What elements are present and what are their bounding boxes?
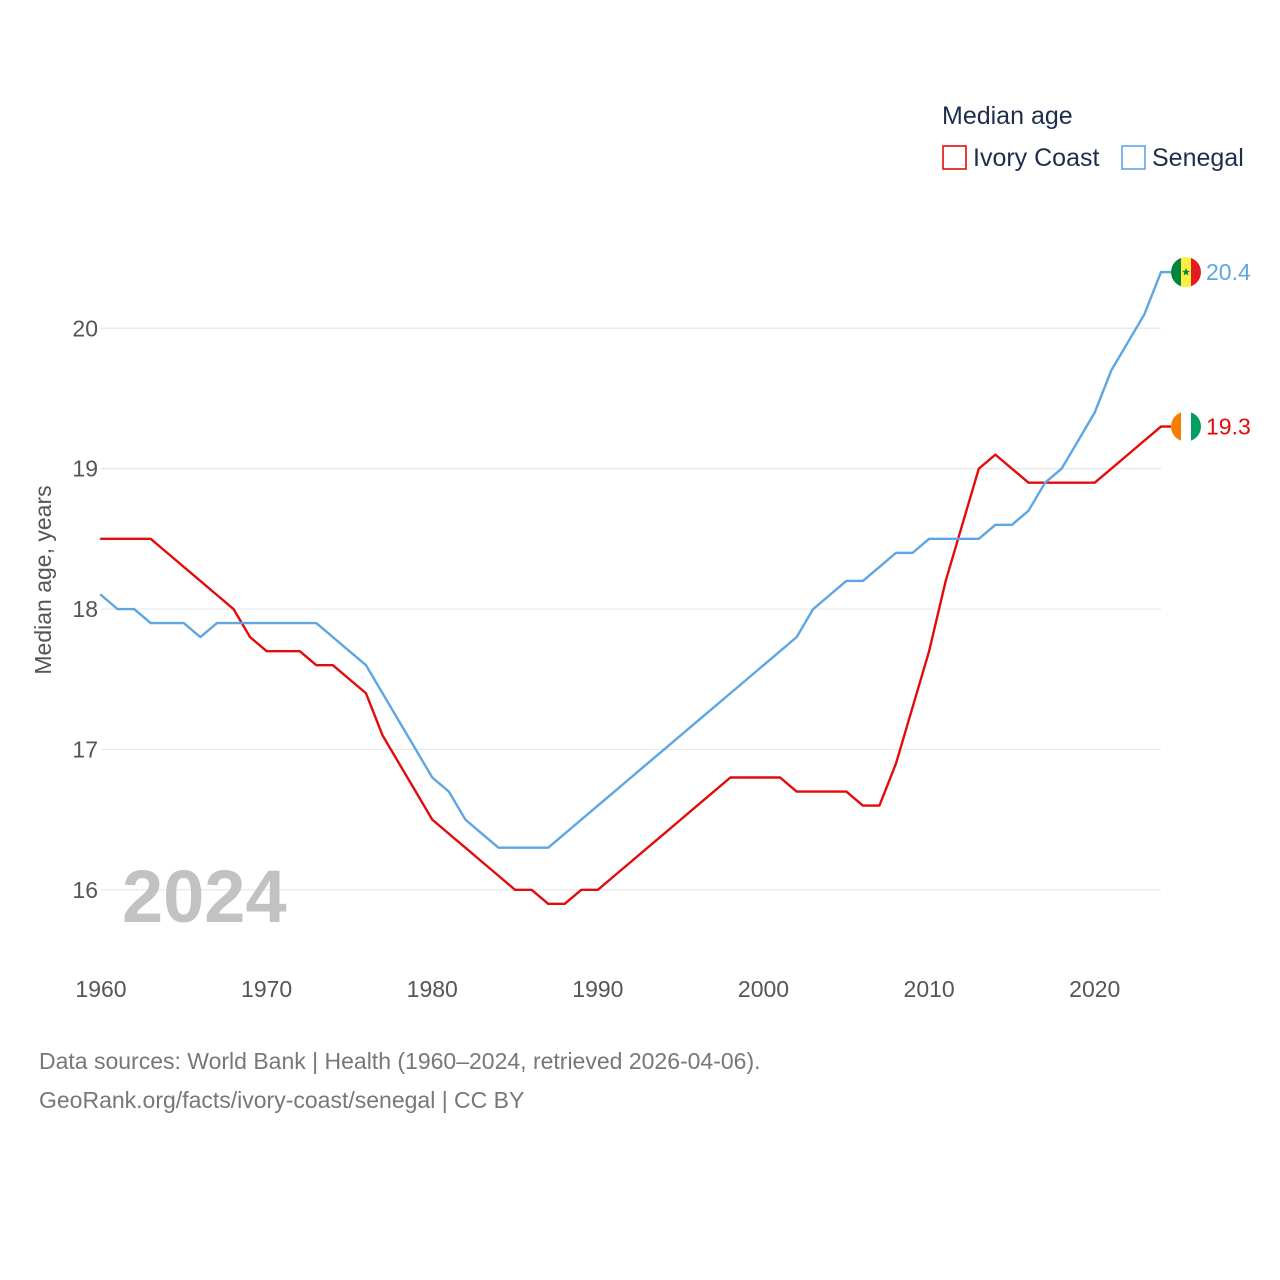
x-tick-label: 1970 — [241, 976, 292, 1002]
flag-icon-senegal — [1171, 257, 1201, 288]
end-value-label-ivory-coast: 19.3 — [1206, 414, 1251, 440]
legend-item-ivory-coast[interactable]: Ivory Coast — [942, 144, 1099, 172]
y-axis-title: Median age, years — [30, 485, 56, 674]
legend-label-senegal: Senegal — [1152, 144, 1244, 172]
grid-lines — [101, 327, 1161, 891]
data-source-note: Data sources: World Bank | Health (1960–… — [39, 1048, 761, 1074]
x-tick-label: 2020 — [1069, 976, 1120, 1002]
x-tick-label: 1980 — [407, 976, 458, 1002]
series-line-senegal[interactable] — [99, 270, 1163, 849]
x-tick-label: 1960 — [75, 976, 126, 1002]
series-lines — [99, 270, 1163, 906]
x-axis-ticks: 1960 1970 1980 1990 2000 2010 2020 — [75, 976, 1120, 1002]
x-tick-label: 2010 — [904, 976, 955, 1002]
x-tick-label: 1990 — [572, 976, 623, 1002]
y-tick-label: 18 — [72, 596, 98, 622]
current-year-watermark: 2024 — [122, 855, 287, 938]
legend-swatch-ivory-coast — [942, 145, 967, 170]
end-markers: 19.3 20.4 — [1161, 257, 1251, 442]
y-axis-ticks: 16 17 18 19 20 — [72, 315, 98, 903]
y-tick-label: 20 — [72, 315, 98, 341]
series-line-ivory-coast[interactable] — [99, 425, 1163, 906]
legend-item-senegal[interactable]: Senegal — [1121, 144, 1244, 172]
flag-icon-ivory-coast — [1171, 411, 1201, 442]
legend-title: Median age — [942, 102, 1073, 130]
legend-swatch-senegal — [1121, 145, 1146, 170]
x-tick-label: 2000 — [738, 976, 789, 1002]
attribution-link[interactable]: GeoRank.org/facts/ivory-coast/senegal | … — [39, 1087, 524, 1113]
legend: Median age Ivory Coast Senegal — [942, 102, 1244, 172]
end-value-label-senegal: 20.4 — [1206, 259, 1251, 285]
legend-label-ivory-coast: Ivory Coast — [973, 144, 1099, 172]
y-tick-label: 19 — [72, 456, 98, 482]
y-tick-label: 17 — [72, 736, 98, 762]
y-tick-label: 16 — [72, 877, 98, 903]
